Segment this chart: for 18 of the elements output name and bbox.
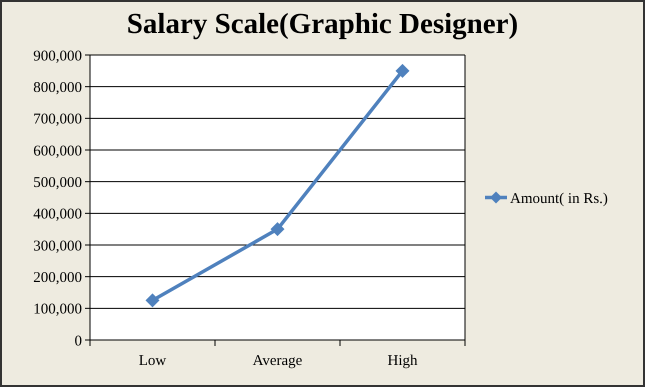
point <box>396 64 410 78</box>
x-tick-label: Low <box>138 353 166 369</box>
point <box>270 222 284 236</box>
point <box>146 293 160 308</box>
y-tick-label: 600,000 <box>33 143 82 160</box>
y-tick-label: 800,000 <box>33 80 82 96</box>
legend-label: Amount( in Rs.) <box>510 190 608 207</box>
y-tick-label: 400,000 <box>33 206 82 223</box>
y-tick-label: 0 <box>74 333 82 350</box>
y-tick-label: 100,000 <box>33 302 82 318</box>
y-tick-label: 200,000 <box>33 270 82 286</box>
y-tick-label: 900,000 <box>33 48 82 64</box>
x-tick-label: Average <box>252 353 303 369</box>
chart-title: Salary Scale(Graphic Designer) <box>126 8 518 40</box>
y-tick-label: 500,000 <box>33 174 82 191</box>
y-tick-label: 300,000 <box>33 238 82 254</box>
y-tick-label: 700,000 <box>33 112 82 128</box>
x-tick-label: High <box>388 353 418 369</box>
